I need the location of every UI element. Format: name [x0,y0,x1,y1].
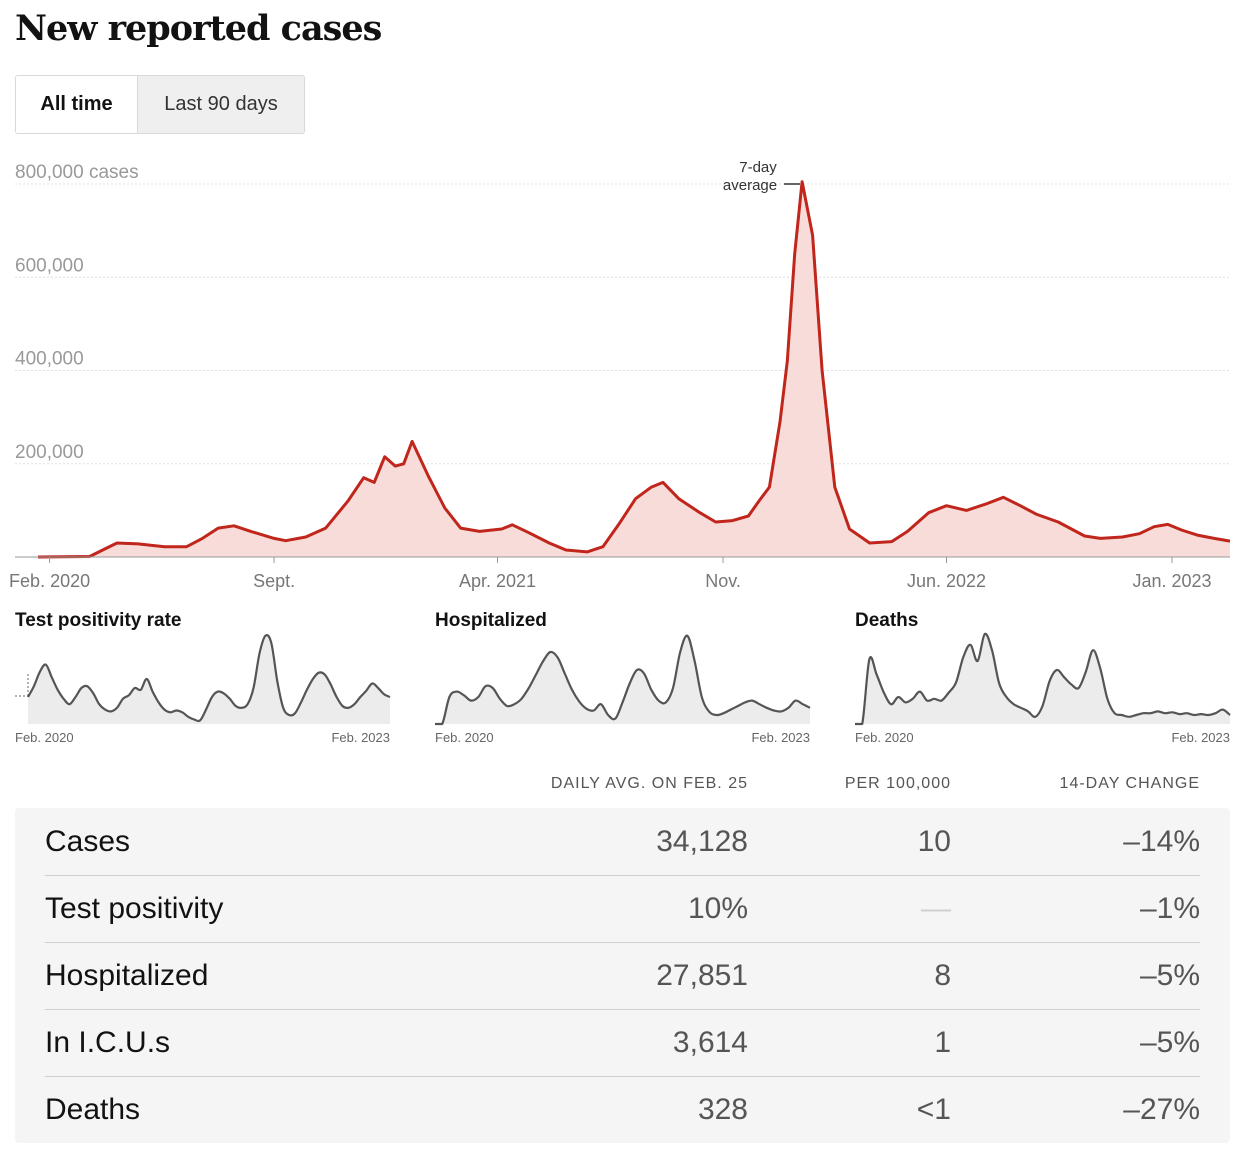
small-chart-line [855,632,1231,726]
x-tick-label: Jun. 2022 [907,571,986,591]
y-axis-ticks: 800,000 cases 600,000 400,000 200,000 [15,162,139,463]
page-title: New reported cases [15,8,382,49]
small-chart-title: Hospitalized [435,610,547,631]
annotation-line-1: 7-day [739,159,777,176]
row-daily-avg: 10% [687,892,748,925]
row-per-100k: 10 [917,825,951,858]
small-chart-title: Deaths [855,610,918,631]
test-positivity-chart: Test positivity rate Feb. 2020 Feb. 2023 [15,610,391,745]
row-daily-avg: 27,851 [656,959,748,992]
small-chart-area [435,635,810,724]
x-axis-ticks: Feb. 2020 Sept. Apr. 2021 Nov. Jun. 2022 Jan.… [9,557,1212,591]
row-per-100k: — [921,892,951,925]
row-per-100k: 8 [934,959,951,992]
row-label: In I.C.U.s [45,1026,171,1059]
stats-table: Cases 34,128 10 –14% Test positivity 10%… [15,808,1230,1143]
small-chart-line [27,634,391,723]
y-tick-label: 600,000 [15,255,84,276]
x-label-start: Feb. 2020 [855,730,914,745]
row-label: Cases [45,825,131,858]
row-14-day-change: –27% [1123,1093,1200,1126]
row-label: Hospitalized [45,959,209,992]
small-chart-area [855,633,1230,724]
range-toggle: All time Last 90 days [15,75,305,134]
row-daily-avg: 328 [697,1093,748,1126]
table-row: Hospitalized 27,851 8 –5% [45,942,1200,1010]
x-label-start: Feb. 2020 [15,730,74,745]
y-tick-label: 200,000 [15,442,84,463]
row-14-day-change: –1% [1139,892,1200,925]
row-14-day-change: –5% [1139,1026,1200,1059]
all-time-button[interactable]: All time [16,76,138,133]
x-label-start: Feb. 2020 [435,730,494,745]
column-header-daily-avg: DAILY AVG. ON FEB. 25 [550,775,748,792]
x-tick-label: Jan. 2023 [1132,571,1211,591]
column-header-14-day-change: 14-DAY CHANGE [1059,775,1200,792]
deaths-chart: Deaths Feb. 2020 Feb. 2023 [855,610,1231,745]
grid-lines [15,183,1230,465]
x-label-end: Feb. 2023 [751,730,810,745]
hospitalized-chart: Hospitalized Feb. 2020 Feb. 2023 [435,610,811,745]
row-per-100k: 1 [934,1026,951,1059]
y-tick-label: 400,000 [15,349,84,370]
table-row: In I.C.U.s 3,614 1 –5% [45,1009,1200,1077]
small-chart-area [28,635,390,724]
row-per-100k: <1 [916,1093,951,1126]
row-daily-avg: 3,614 [672,1026,748,1059]
cases-chart: 800,000 cases 600,000 400,000 200,000 Feb. … [9,159,1231,591]
table-row: Cases 34,128 10 –14% [45,808,1200,876]
small-chart-line [435,634,811,726]
x-tick-label: Apr. 2021 [459,571,536,591]
row-daily-avg: 34,128 [656,825,748,858]
table-row: Test positivity 10% — –1% [45,875,1200,943]
x-tick-label: Nov. [705,571,741,591]
cases-line-series [37,180,1231,559]
small-chart-title: Test positivity rate [15,610,181,631]
row-14-day-change: –14% [1123,825,1200,858]
x-label-end: Feb. 2023 [331,730,390,745]
annotation-line-2: average [723,177,777,194]
row-label: Deaths [45,1093,141,1126]
x-label-end: Feb. 2023 [1171,730,1230,745]
x-tick-label: Feb. 2020 [9,571,90,591]
last-90-days-button[interactable]: Last 90 days [138,76,304,133]
row-label: Test positivity [45,892,224,925]
table-row: Deaths 328 <1 –27% [45,1076,1200,1143]
average-annotation: 7-day average [723,159,800,194]
y-tick-label: 800,000 cases [15,162,139,183]
row-14-day-change: –5% [1139,959,1200,992]
column-header-per-100k: PER 100,000 [844,775,951,792]
x-tick-label: Sept. [253,571,295,591]
